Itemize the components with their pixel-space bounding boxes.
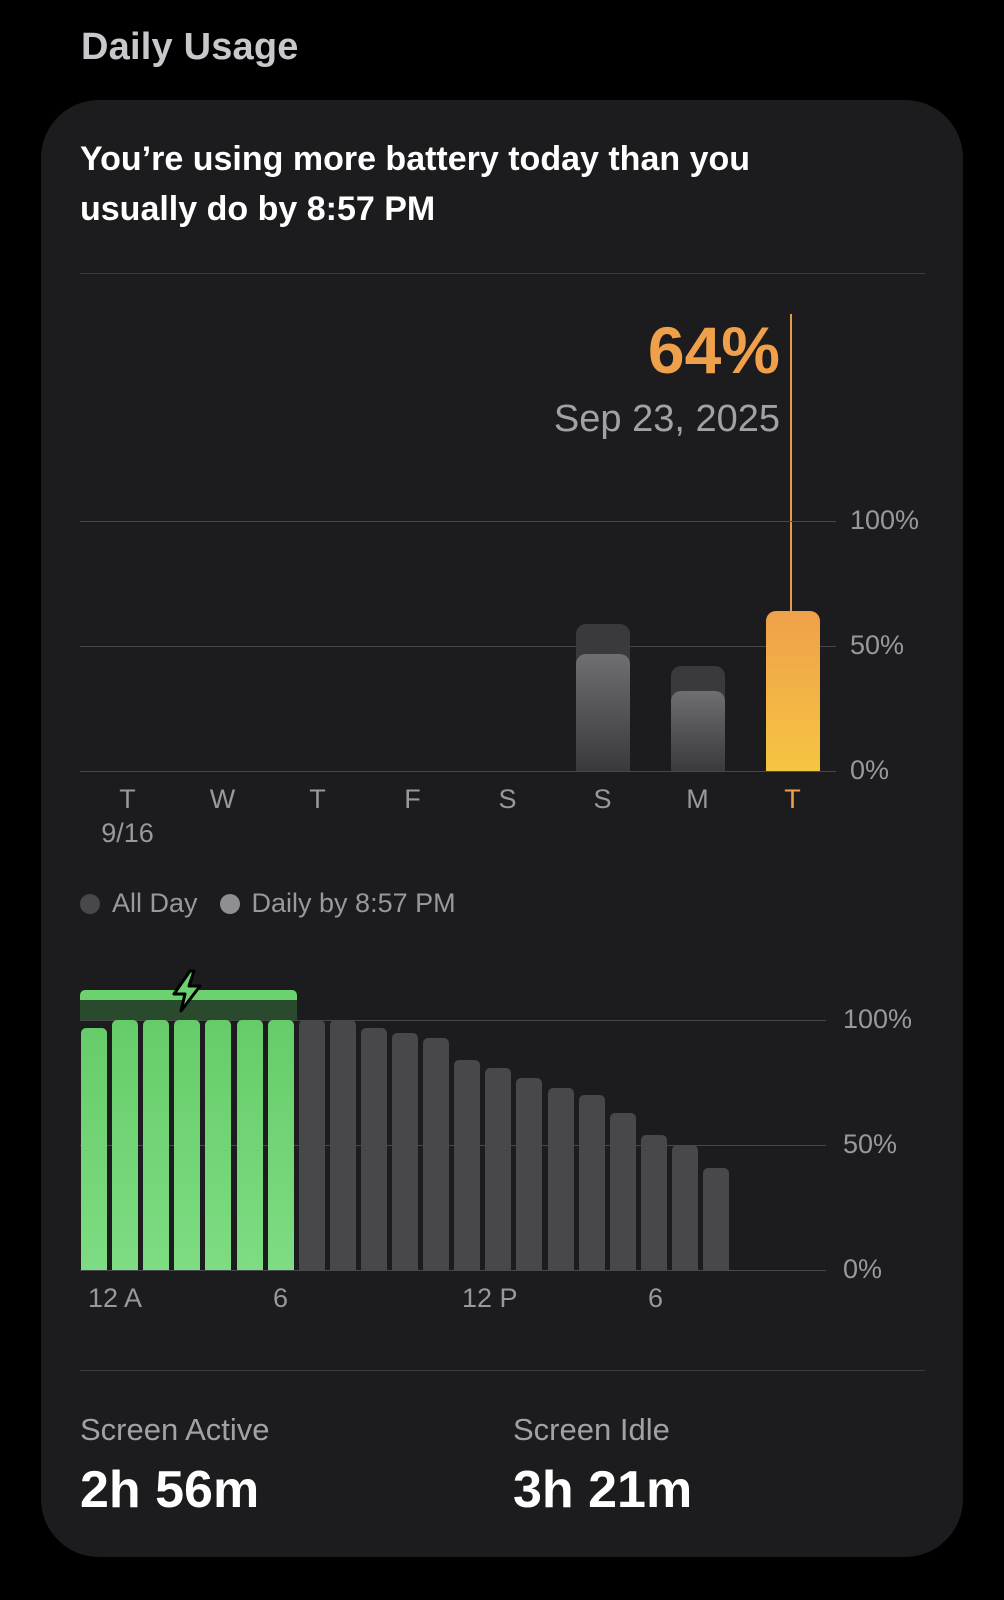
y-tick-label: 0%: [850, 755, 890, 785]
screen-idle-value: 3h 21m: [513, 1461, 693, 1519]
hour-bar: [454, 1060, 481, 1270]
y-tick-label: 100%: [843, 1004, 913, 1034]
daily-usage-card: [41, 100, 963, 1557]
legend-dot-icon: [219, 893, 240, 914]
y-tick-label: 50%: [850, 630, 905, 660]
day-label: S: [593, 784, 612, 814]
day-label: S: [498, 784, 517, 814]
bar-by-time: [575, 653, 630, 771]
divider: [80, 273, 925, 274]
legend-label: Daily by 8:57 PM: [251, 888, 456, 918]
y-tick-label: 0%: [843, 1254, 883, 1284]
day-label: M: [686, 784, 709, 814]
grid-line: [80, 521, 836, 522]
hour-bar-charging: [143, 1020, 170, 1270]
selected-date: Sep 23, 2025: [553, 398, 780, 440]
hour-bar-charging: [267, 1020, 294, 1270]
x-tick-label: 12 P: [462, 1283, 518, 1313]
hour-bar: [298, 1020, 325, 1270]
hour-bar: [392, 1032, 418, 1270]
bar-by-time: [670, 691, 725, 771]
x-tick-label: 12 A: [88, 1283, 143, 1313]
charging-band: [80, 1000, 297, 1020]
usage-insight-text: You’re using more battery today than you…: [80, 140, 751, 228]
hour-bar: [578, 1095, 605, 1270]
day-date-label: 9/16: [101, 818, 154, 848]
hour-bar-charging: [81, 1027, 107, 1270]
x-tick-label: 6: [273, 1283, 289, 1313]
screen-active-label: Screen Active: [80, 1412, 270, 1447]
day-label: W: [209, 784, 236, 814]
chart-legend: All Day Daily by 8:57 PM: [80, 888, 478, 919]
y-tick-label: 100%: [850, 505, 920, 535]
legend-label: All Day: [112, 888, 198, 918]
selected-percent: 64%: [647, 313, 780, 387]
hour-bar: [671, 1145, 698, 1270]
hour-bar: [423, 1037, 450, 1270]
hour-bar: [609, 1112, 636, 1270]
grid-line: [80, 1145, 826, 1146]
bar-today: [765, 611, 820, 771]
grid-line: [80, 1020, 826, 1021]
hour-bar-charging: [174, 1020, 201, 1270]
screen-idle-label: Screen Idle: [513, 1412, 670, 1447]
day-label: T: [309, 784, 326, 814]
hour-bar: [485, 1067, 512, 1270]
charging-bolt-icon: [172, 969, 202, 1013]
screen-active-value: 2h 56m: [80, 1461, 260, 1519]
hour-bar: [329, 1020, 356, 1270]
hour-bar: [640, 1135, 667, 1270]
selection-indicator-line: [790, 314, 792, 614]
y-tick-label: 50%: [843, 1129, 898, 1159]
day-label: F: [404, 784, 421, 814]
hour-bar-charging: [236, 1020, 263, 1270]
section-title: Daily Usage: [81, 26, 299, 68]
legend-item-by-time: Daily by 8:57 PM: [219, 888, 456, 919]
hour-bar: [703, 1167, 729, 1270]
day-label: T: [784, 784, 801, 814]
hour-bar: [547, 1087, 574, 1270]
hour-bar-charging: [112, 1020, 139, 1270]
hour-bar-charging: [205, 1020, 232, 1270]
legend-item-all-day: All Day: [80, 888, 198, 919]
hour-bar: [516, 1077, 543, 1270]
grid-line: [80, 771, 836, 772]
grid-line: [80, 646, 836, 647]
day-label: T: [119, 784, 136, 814]
legend-dot-icon: [80, 893, 100, 914]
divider: [80, 1370, 925, 1371]
hour-bar: [360, 1027, 387, 1270]
x-tick-label: 6: [648, 1283, 664, 1313]
grid-line: [80, 1270, 826, 1271]
